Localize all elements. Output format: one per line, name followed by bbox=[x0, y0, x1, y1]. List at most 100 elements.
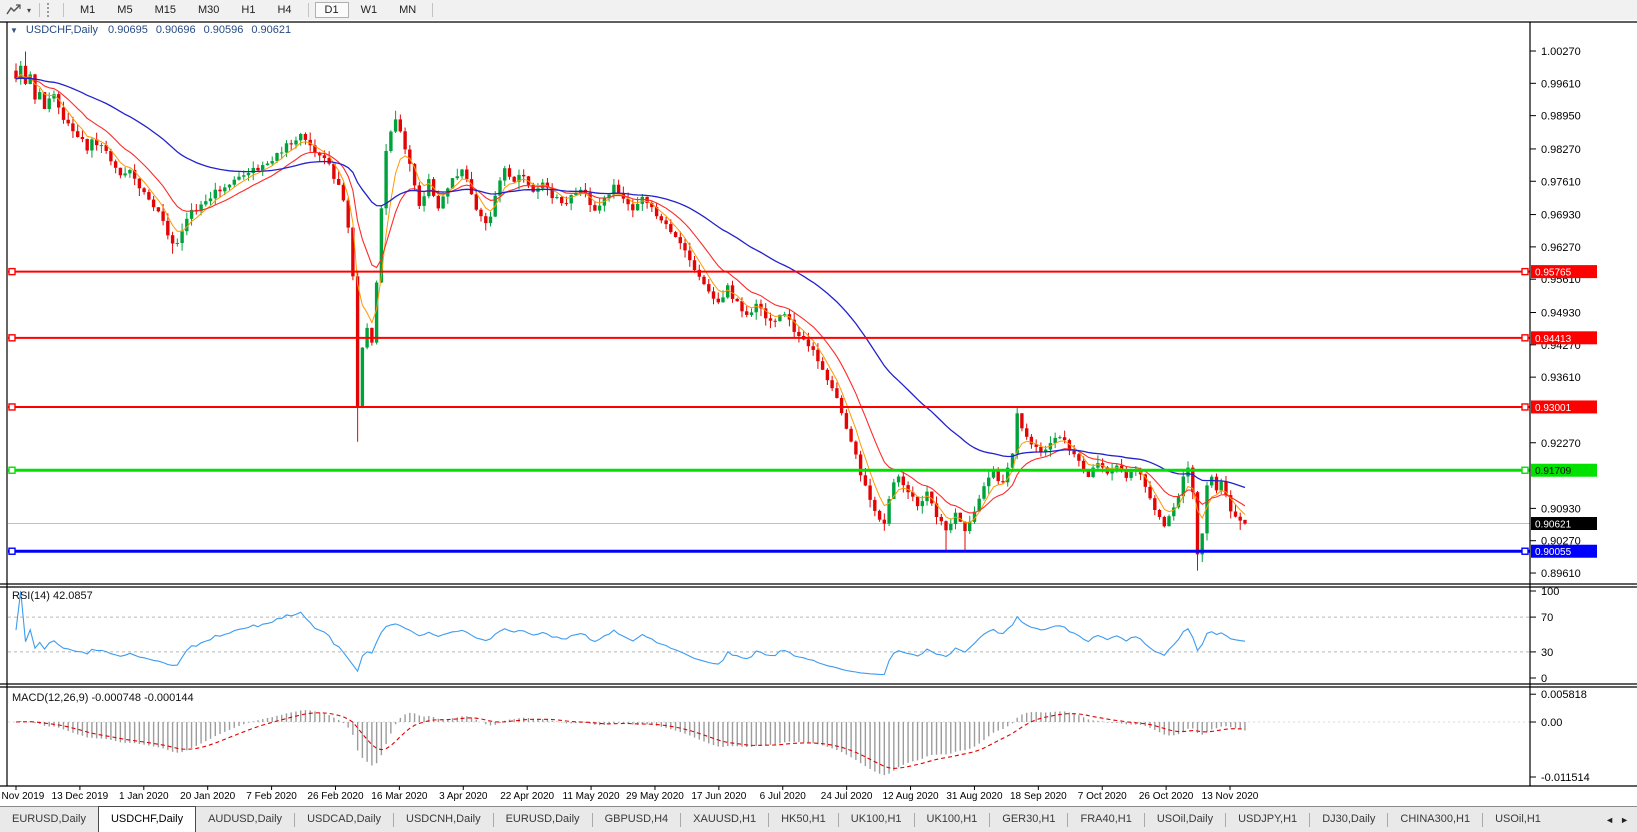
svg-text:7 Oct 2020: 7 Oct 2020 bbox=[1078, 791, 1127, 802]
svg-text:16 Mar 2020: 16 Mar 2020 bbox=[371, 791, 428, 802]
tab-xauusd-h1-7[interactable]: XAUUSD,H1 bbox=[693, 813, 757, 825]
tab-separator bbox=[913, 812, 915, 827]
svg-text:0.90621: 0.90621 bbox=[1535, 520, 1572, 531]
svg-text:0.005818: 0.005818 bbox=[1541, 689, 1587, 701]
svg-text:0.98950: 0.98950 bbox=[1541, 111, 1581, 123]
macd-signal-line bbox=[15, 712, 1246, 769]
timeframe-button-M1[interactable]: M1 bbox=[80, 4, 96, 16]
chart-canvas[interactable]: 1.00270 0.99610 0.98950 0.98270 0.97610 0.969… bbox=[0, 20, 1637, 806]
tab-eurusd-daily-5[interactable]: EURUSD,Daily bbox=[505, 813, 580, 825]
tab-usdcad-daily-3[interactable]: USDCAD,Daily bbox=[307, 813, 382, 825]
svg-text:25 Nov 2019: 25 Nov 2019 bbox=[0, 791, 45, 802]
tab-separator bbox=[1225, 812, 1227, 827]
svg-text:0.94930: 0.94930 bbox=[1541, 307, 1581, 319]
tab-separator bbox=[1143, 812, 1145, 827]
svg-text:0: 0 bbox=[1541, 673, 1547, 685]
tab-scroll-left-icon[interactable]: ◄ bbox=[1605, 814, 1615, 825]
tab-ger30-h1-11[interactable]: GER30,H1 bbox=[1002, 813, 1056, 825]
timeframe-button-W1[interactable]: W1 bbox=[360, 4, 378, 16]
chart-type-dropdown-caret-icon[interactable]: ▾ bbox=[27, 5, 32, 15]
svg-text:13 Dec 2019: 13 Dec 2019 bbox=[52, 791, 109, 802]
tab-dj30-daily-15[interactable]: DJ30,Daily bbox=[1322, 813, 1376, 825]
svg-text:100: 100 bbox=[1541, 586, 1559, 598]
svg-text:0.90055: 0.90055 bbox=[1535, 547, 1572, 558]
tab-scroll-right-icon[interactable]: ► bbox=[1620, 814, 1629, 825]
svg-text:20 Jan 2020: 20 Jan 2020 bbox=[180, 791, 235, 802]
chart-type-icon[interactable] bbox=[4, 2, 24, 18]
timeframe-button-D1[interactable]: D1 bbox=[314, 2, 349, 18]
svg-text:22 Apr 2020: 22 Apr 2020 bbox=[500, 791, 554, 802]
price-level-badges: 0.95765 0.94413 0.93001 0.91709 0.90055 0.906… bbox=[1531, 265, 1597, 558]
timeframe-button-MN[interactable]: MN bbox=[399, 4, 417, 16]
tab-separator bbox=[294, 812, 296, 827]
timeframe-button-H4[interactable]: H4 bbox=[277, 4, 292, 16]
toolbar-separator bbox=[63, 3, 65, 17]
timeframe-button-group: M1 M5 M15 M30 H1 H4 D1 W1 MN bbox=[58, 2, 438, 18]
ma-fast-line bbox=[15, 73, 1246, 524]
horizontal-level-lines[interactable] bbox=[8, 267, 1530, 555]
svg-text:3 Apr 2020: 3 Apr 2020 bbox=[439, 791, 488, 802]
svg-text:0.95765: 0.95765 bbox=[1535, 268, 1572, 279]
toolbar-separator bbox=[432, 3, 434, 17]
svg-text:0.93001: 0.93001 bbox=[1535, 403, 1572, 414]
svg-text:0.90930: 0.90930 bbox=[1541, 503, 1581, 515]
timeframe-button-M5[interactable]: M5 bbox=[117, 4, 133, 16]
ma-slow-line bbox=[15, 77, 1246, 489]
tab-audusd-daily-2[interactable]: AUDUSD,Daily bbox=[208, 813, 283, 825]
chart-symbol-label: USDCHF,Daily bbox=[25, 24, 99, 36]
chart-window: 1.00270 0.99610 0.98950 0.98270 0.97610 0.969… bbox=[0, 20, 1637, 806]
panel-frame bbox=[0, 21, 1637, 787]
collapse-triangle-icon[interactable]: ▼ bbox=[10, 25, 18, 35]
tab-usdcnh-daily-4[interactable]: USDCNH,Daily bbox=[406, 813, 481, 825]
tab-usdchf-daily-1[interactable]: USDCHF,Daily bbox=[97, 806, 197, 832]
svg-text:12 Aug 2020: 12 Aug 2020 bbox=[882, 791, 939, 802]
tab-usdjpy-h1-14[interactable]: USDJPY,H1 bbox=[1238, 813, 1298, 825]
tab-hk50-h1-8[interactable]: HK50,H1 bbox=[781, 813, 826, 825]
timeframe-button-M30[interactable]: M30 bbox=[197, 4, 220, 16]
rsi-indicator-label: RSI(14) 42.0857 bbox=[12, 590, 93, 602]
tab-uk100-h1-10[interactable]: UK100,H1 bbox=[926, 813, 978, 825]
tab-separator bbox=[492, 812, 494, 827]
candlestick-series bbox=[14, 51, 1247, 571]
tab-separator bbox=[591, 812, 593, 827]
svg-text:70: 70 bbox=[1541, 612, 1553, 624]
rsi-line bbox=[15, 590, 1246, 676]
timeframe-button-H1[interactable]: H1 bbox=[241, 4, 256, 16]
svg-text:0.96930: 0.96930 bbox=[1541, 210, 1581, 222]
tab-usoil-h1-17[interactable]: USOil,H1 bbox=[1495, 813, 1541, 825]
tab-eurusd-daily-0[interactable]: EURUSD,Daily bbox=[12, 813, 86, 825]
svg-text:26 Feb 2020: 26 Feb 2020 bbox=[307, 791, 364, 802]
svg-text:7 Feb 2020: 7 Feb 2020 bbox=[246, 791, 297, 802]
toolbar-grip-handle[interactable] bbox=[47, 3, 52, 17]
toolbar-separator bbox=[39, 3, 41, 17]
top-toolbar: ▾ M1 M5 M15 M30 H1 H4 D1 W1 MN bbox=[0, 0, 1637, 21]
chart-title: ▼ USDCHF,Daily 0.90695 0.90696 0.90596 0… bbox=[10, 24, 291, 36]
tab-fra40-h1-12[interactable]: FRA40,H1 bbox=[1080, 813, 1132, 825]
svg-text:17 Jun 2020: 17 Jun 2020 bbox=[691, 791, 746, 802]
rsi-scale: 100 70 30 0 bbox=[1530, 586, 1559, 685]
svg-text:0.96270: 0.96270 bbox=[1541, 242, 1581, 254]
svg-text:30: 30 bbox=[1541, 647, 1553, 659]
tab-usoil-daily-13[interactable]: USOil,Daily bbox=[1156, 813, 1214, 825]
tab-separator bbox=[1387, 812, 1389, 827]
svg-text:0.93610: 0.93610 bbox=[1541, 372, 1581, 384]
svg-text:1.00270: 1.00270 bbox=[1541, 46, 1581, 58]
svg-text:0.00: 0.00 bbox=[1541, 717, 1562, 729]
tab-gbpusd-h4-6[interactable]: GBPUSD,H4 bbox=[604, 813, 669, 825]
tab-uk100-h1-9[interactable]: UK100,H1 bbox=[850, 813, 902, 825]
svg-text:0.89610: 0.89610 bbox=[1541, 568, 1581, 580]
tab-separator bbox=[837, 812, 839, 827]
tab-china300-h1-16[interactable]: CHINA300,H1 bbox=[1400, 813, 1471, 825]
ohlc-open-value: 0.90695 bbox=[108, 24, 148, 36]
ohlc-low-value: 0.90596 bbox=[203, 24, 244, 36]
timeframe-button-M15[interactable]: M15 bbox=[154, 4, 176, 16]
svg-text:0.90270: 0.90270 bbox=[1541, 536, 1581, 548]
svg-text:24 Jul 2020: 24 Jul 2020 bbox=[821, 791, 873, 802]
macd-scale: 0.005818 0.00 -0.011514 bbox=[1530, 689, 1590, 784]
toolbar-separator bbox=[307, 3, 309, 17]
svg-text:0.92270: 0.92270 bbox=[1541, 438, 1581, 450]
svg-text:13 Nov 2020: 13 Nov 2020 bbox=[1202, 791, 1259, 802]
svg-text:0.91709: 0.91709 bbox=[1535, 466, 1572, 477]
svg-text:29 May 2020: 29 May 2020 bbox=[626, 791, 684, 802]
tab-separator bbox=[989, 812, 991, 827]
